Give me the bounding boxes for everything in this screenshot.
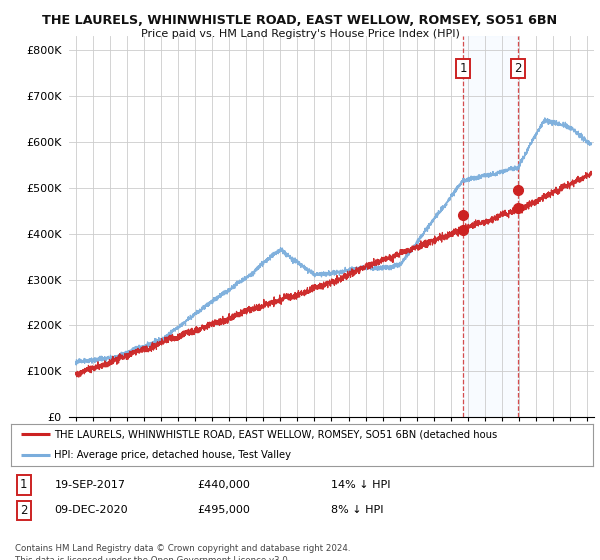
Bar: [463, 36, 518, 417]
Text: £440,000: £440,000: [197, 480, 250, 490]
Text: 1: 1: [20, 478, 28, 492]
Text: THE LAURELS, WHINWHISTLE ROAD, EAST WELLOW, ROMSEY, SO51 6BN: THE LAURELS, WHINWHISTLE ROAD, EAST WELL…: [43, 14, 557, 27]
Text: 19-SEP-2017: 19-SEP-2017: [55, 480, 125, 490]
Text: 2: 2: [514, 62, 521, 75]
Text: Contains HM Land Registry data © Crown copyright and database right 2024.
This d: Contains HM Land Registry data © Crown c…: [15, 544, 350, 560]
Text: £495,000: £495,000: [197, 506, 250, 515]
Text: 2: 2: [20, 504, 28, 517]
Text: 09-DEC-2020: 09-DEC-2020: [55, 506, 128, 515]
Text: Price paid vs. HM Land Registry's House Price Index (HPI): Price paid vs. HM Land Registry's House …: [140, 29, 460, 39]
Text: 14% ↓ HPI: 14% ↓ HPI: [331, 480, 391, 490]
Text: 1: 1: [460, 62, 467, 75]
Text: HPI: Average price, detached house, Test Valley: HPI: Average price, detached house, Test…: [55, 450, 292, 460]
Text: 8% ↓ HPI: 8% ↓ HPI: [331, 506, 383, 515]
Text: THE LAURELS, WHINWHISTLE ROAD, EAST WELLOW, ROMSEY, SO51 6BN (detached hous: THE LAURELS, WHINWHISTLE ROAD, EAST WELL…: [55, 430, 498, 440]
